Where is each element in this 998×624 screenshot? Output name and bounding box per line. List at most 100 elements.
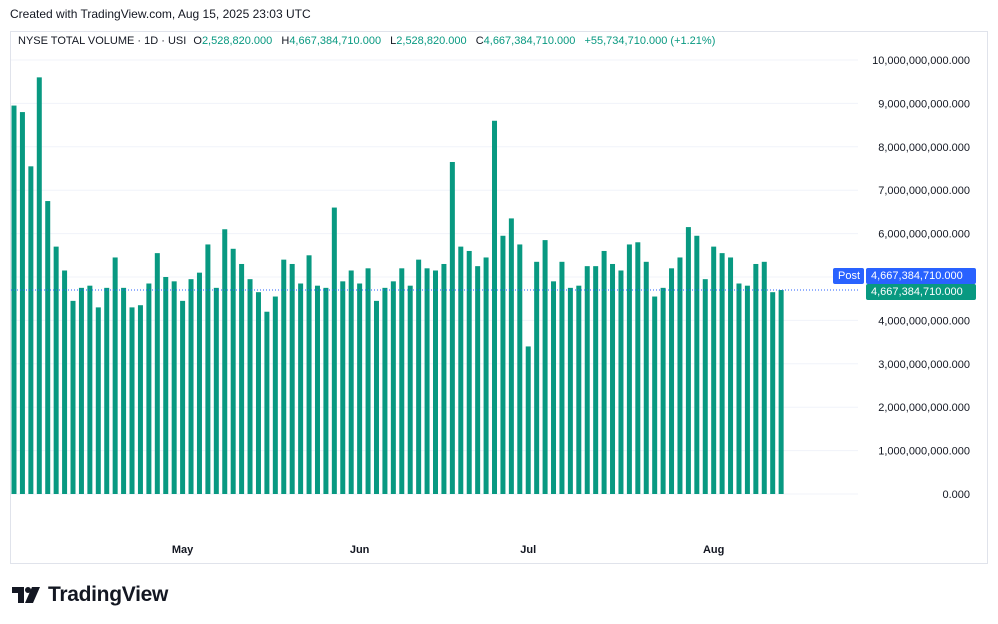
volume-bar[interactable]	[281, 259, 287, 494]
volume-bar[interactable]	[306, 255, 312, 494]
volume-bar[interactable]	[475, 266, 481, 494]
low-label: L	[390, 35, 397, 47]
volume-bar[interactable]	[11, 105, 17, 494]
volume-bar[interactable]	[87, 285, 93, 494]
volume-bar[interactable]	[36, 77, 42, 495]
volume-bar[interactable]	[449, 161, 455, 495]
volume-bar[interactable]	[441, 263, 447, 494]
volume-bar[interactable]	[433, 270, 438, 494]
volume-bar[interactable]	[626, 244, 632, 494]
volume-bar[interactable]	[348, 270, 354, 494]
volume-bar[interactable]	[483, 257, 489, 494]
volume-bar[interactable]	[542, 240, 548, 494]
volume-bar[interactable]	[567, 287, 573, 494]
footer-logo[interactable]: TradingView	[12, 583, 168, 607]
volume-bar[interactable]	[424, 268, 430, 494]
volume-bar[interactable]	[517, 244, 523, 494]
volume-bar[interactable]	[28, 166, 34, 494]
volume-bar[interactable]	[45, 201, 51, 495]
volume-bar[interactable]	[171, 281, 177, 494]
volume-bar[interactable]	[331, 207, 337, 494]
volume-bar[interactable]	[146, 283, 152, 494]
volume-bar[interactable]	[255, 292, 261, 494]
volume-bar[interactable]	[744, 285, 750, 494]
volume-bar[interactable]	[121, 287, 127, 494]
volume-bar[interactable]	[272, 296, 278, 494]
volume-bar[interactable]	[137, 305, 143, 494]
volume-bar[interactable]	[365, 268, 371, 494]
volume-bar[interactable]	[407, 285, 413, 494]
volume-bar[interactable]	[652, 296, 658, 494]
volume-bar[interactable]	[761, 261, 767, 494]
volume-bar[interactable]	[104, 287, 110, 494]
volume-bar[interactable]	[618, 270, 624, 494]
volume-bar[interactable]	[239, 263, 245, 494]
close-value: 4,667,384,710.000	[483, 35, 576, 47]
volume-bar[interactable]	[702, 279, 708, 494]
volume-bar[interactable]	[213, 287, 219, 494]
volume-bar[interactable]	[188, 279, 194, 494]
volume-bar[interactable]	[62, 270, 68, 494]
volume-bar[interactable]	[736, 283, 742, 494]
y-tick-label: 2,000,000,000.000	[878, 402, 970, 414]
volume-bar[interactable]	[584, 266, 590, 494]
volume-bar[interactable]	[19, 112, 25, 494]
volume-bar[interactable]	[289, 263, 295, 494]
volume-bar[interactable]	[314, 285, 320, 494]
volume-bar[interactable]	[205, 244, 211, 494]
volume-bar[interactable]	[264, 311, 270, 494]
volume-bar[interactable]	[643, 261, 649, 494]
volume-bar[interactable]	[180, 300, 186, 494]
volume-bar[interactable]	[112, 257, 118, 494]
volume-bar[interactable]	[660, 287, 666, 494]
symbol-label[interactable]: NYSE TOTAL VOLUME · 1D · USI	[18, 35, 187, 47]
volume-bar[interactable]	[373, 300, 379, 494]
close-label: C	[475, 35, 484, 47]
volume-bar[interactable]	[711, 246, 717, 494]
volume-bar[interactable]	[154, 253, 160, 494]
volume-bar[interactable]	[601, 250, 607, 494]
volume-bar[interactable]	[694, 235, 700, 494]
volume-bar[interactable]	[576, 285, 582, 494]
volume-bar[interactable]	[357, 283, 363, 494]
volume-bar[interactable]	[753, 263, 759, 494]
volume-bar[interactable]	[230, 248, 236, 494]
volume-bar[interactable]	[399, 268, 405, 494]
volume-bar[interactable]	[635, 242, 641, 494]
volume-bar[interactable]	[685, 227, 691, 494]
volume-bar[interactable]	[551, 281, 557, 494]
volume-bar[interactable]	[95, 307, 101, 494]
chart-frame[interactable]	[10, 31, 988, 564]
volume-bar[interactable]	[323, 287, 329, 494]
volume-bar[interactable]	[466, 250, 472, 494]
volume-bar[interactable]	[559, 261, 565, 494]
volume-bar[interactable]	[222, 229, 228, 494]
volume-bar[interactable]	[778, 290, 784, 494]
volume-bar[interactable]	[196, 272, 202, 494]
volume-bar[interactable]	[508, 218, 514, 494]
volume-bar[interactable]	[770, 292, 776, 494]
volume-bar[interactable]	[340, 281, 346, 494]
volume-bar[interactable]	[492, 120, 498, 494]
volume-bar[interactable]	[500, 235, 506, 494]
volume-bar[interactable]	[534, 261, 540, 494]
volume-bar[interactable]	[70, 300, 76, 494]
volume-bar[interactable]	[416, 259, 422, 494]
volume-bar[interactable]	[382, 287, 388, 494]
volume-bar[interactable]	[669, 268, 675, 494]
volume-bar[interactable]	[719, 253, 725, 494]
volume-bar[interactable]	[247, 279, 253, 494]
volume-bar[interactable]	[298, 283, 304, 494]
volume-bar[interactable]	[390, 281, 396, 494]
volume-bar[interactable]	[677, 257, 683, 494]
volume-bar[interactable]	[610, 263, 616, 494]
volume-bar[interactable]	[163, 277, 169, 494]
volume-bar[interactable]	[458, 246, 464, 494]
volume-bar[interactable]	[53, 246, 59, 494]
volume-bar[interactable]	[525, 346, 531, 494]
volume-bar[interactable]	[129, 307, 135, 494]
volume-bar[interactable]	[593, 266, 599, 494]
volume-bar[interactable]	[78, 287, 84, 494]
volume-bar[interactable]	[728, 257, 734, 494]
